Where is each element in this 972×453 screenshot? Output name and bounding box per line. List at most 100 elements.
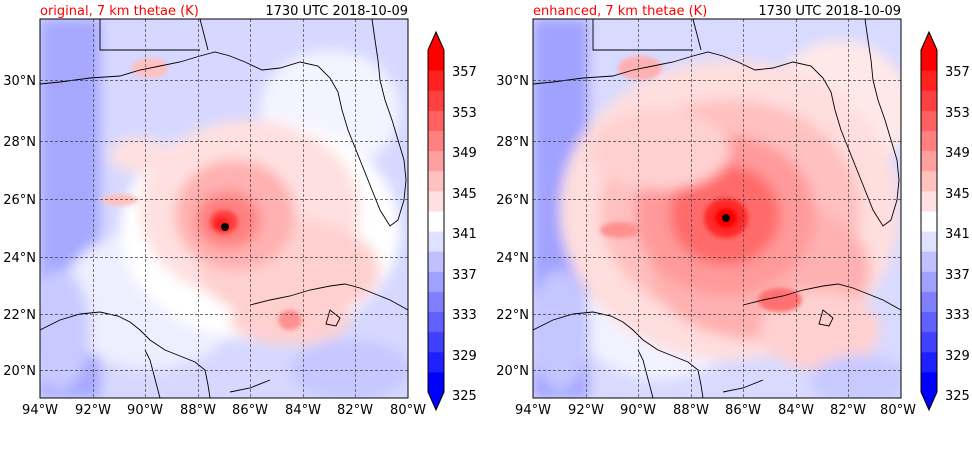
x-tick-label: 94°W xyxy=(515,403,551,418)
y-tick-label: 24°N xyxy=(3,251,36,266)
y-tick-label: 30°N xyxy=(496,74,529,89)
graticule xyxy=(533,19,901,398)
colorbar-swatch xyxy=(921,210,937,232)
coastlines xyxy=(40,19,408,398)
colorbar-swatch xyxy=(921,150,937,172)
colorbar-swatch xyxy=(921,70,937,91)
panel-time-label: 1730 UTC 2018-10-09 xyxy=(758,4,901,19)
colorbar-swatch xyxy=(428,311,444,333)
colorbar-swatch xyxy=(428,210,444,232)
colorbar-swatch xyxy=(921,231,937,252)
colorbar-swatch xyxy=(921,331,937,353)
y-tick-label: 20°N xyxy=(496,364,529,379)
y-tick-label: 26°N xyxy=(496,193,529,208)
colorbar-swatch xyxy=(428,251,444,272)
x-tick-label: 92°W xyxy=(75,403,111,418)
colorbar-extend-high xyxy=(428,32,444,50)
colorbar-tick-label: 333 xyxy=(452,308,477,323)
colorbar-swatch xyxy=(921,271,937,292)
colorbar-swatch xyxy=(428,170,444,192)
colorbar-tick-label: 345 xyxy=(452,187,477,202)
colorbar-swatch xyxy=(428,291,444,313)
x-tick-label: 80°W xyxy=(880,403,916,418)
x-tick-label: 86°W xyxy=(232,403,268,418)
colorbar-swatch xyxy=(428,110,444,131)
y-axis: 20°N 22°N 24°N 26°N 28°N 30°N xyxy=(496,74,529,379)
x-tick-label: 84°W xyxy=(285,403,321,418)
colorbar-swatch xyxy=(428,150,444,172)
panel-time-label: 1730 UTC 2018-10-09 xyxy=(265,4,408,19)
x-tick-label: 84°W xyxy=(778,403,814,418)
colorbar-swatch xyxy=(921,110,937,131)
x-tick-label: 94°W xyxy=(22,403,58,418)
colorbar-swatch xyxy=(428,50,444,71)
coastlines xyxy=(533,19,901,398)
storm-center-marker xyxy=(722,214,730,222)
colorbar-swatch xyxy=(428,371,444,393)
x-tick-label: 90°W xyxy=(620,403,656,418)
colorbar-swatch xyxy=(428,90,444,111)
y-tick-label: 22°N xyxy=(3,308,36,323)
colorbar-swatch xyxy=(428,351,444,373)
colorbar-swatch xyxy=(428,190,444,212)
colorbar-tick-label: 329 xyxy=(945,349,970,364)
colorbar-swatches xyxy=(428,32,444,410)
colorbar-tick-label: 353 xyxy=(945,106,970,121)
colorbar-outline xyxy=(920,30,938,412)
colorbar-tick-label: 325 xyxy=(945,389,970,404)
colorbar-tick-label: 341 xyxy=(452,227,477,242)
y-tick-label: 26°N xyxy=(3,193,36,208)
colorbar-swatch xyxy=(921,371,937,393)
x-tick-label: 80°W xyxy=(390,403,426,418)
y-tick-label: 24°N xyxy=(496,251,529,266)
panel-enhanced: enhanced, 7 km thetae (K) 1730 UTC 2018-… xyxy=(496,4,970,418)
y-tick-label: 28°N xyxy=(496,135,529,150)
colorbar-ticks: 325 329 333 337 341 345 349 353 357 xyxy=(452,65,477,404)
colorbar-swatch xyxy=(921,130,937,152)
colorbar-tick-label: 349 xyxy=(452,146,477,161)
colorbar-extend-low xyxy=(921,392,937,410)
x-axis: 94°W 92°W 90°W 88°W 86°W 84°W 82°W 80°W xyxy=(22,403,426,418)
colorbar-tick-label: 337 xyxy=(945,268,970,283)
x-tick-label: 82°W xyxy=(337,403,373,418)
panel-title: enhanced, 7 km thetae (K) xyxy=(533,4,707,19)
colorbar-tick-label: 325 xyxy=(452,389,477,404)
x-tick-label: 86°W xyxy=(725,403,761,418)
colorbar: 325 329 333 337 341 345 349 353 357 xyxy=(427,30,477,412)
colorbar-tick-label: 345 xyxy=(945,187,970,202)
colorbar-tick-label: 349 xyxy=(945,146,970,161)
y-axis: 20°N 22°N 24°N 26°N 28°N 30°N xyxy=(3,74,36,379)
y-tick-label: 22°N xyxy=(496,308,529,323)
x-tick-label: 88°W xyxy=(673,403,709,418)
colorbar-swatch xyxy=(921,311,937,333)
colorbar-tick-label: 337 xyxy=(452,268,477,283)
colorbar-swatch xyxy=(921,251,937,272)
x-tick-label: 90°W xyxy=(127,403,163,418)
x-tick-label: 82°W xyxy=(830,403,866,418)
panel-title: original, 7 km thetae (K) xyxy=(40,4,199,19)
panel-original: original, 7 km thetae (K) 1730 UTC 2018-… xyxy=(3,4,477,418)
y-tick-label: 20°N xyxy=(3,364,36,379)
colorbar-swatch xyxy=(428,231,444,252)
colorbar-swatches xyxy=(921,32,937,410)
colorbar-extend-low xyxy=(428,392,444,410)
colorbar-swatch xyxy=(921,50,937,71)
colorbar-swatch xyxy=(921,291,937,313)
colorbar-tick-label: 357 xyxy=(945,65,970,80)
thetae-field xyxy=(40,19,408,398)
colorbar-swatch xyxy=(428,331,444,353)
colorbar-swatch xyxy=(428,70,444,91)
colorbar-swatch xyxy=(921,170,937,192)
colorbar-tick-label: 353 xyxy=(452,106,477,121)
colorbar-tick-label: 341 xyxy=(945,227,970,242)
colorbar-swatch xyxy=(921,351,937,373)
y-tick-label: 28°N xyxy=(3,135,36,150)
colorbar-ticks: 325 329 333 337 341 345 349 353 357 xyxy=(945,65,970,404)
colorbar-extend-high xyxy=(921,32,937,50)
colorbar-swatch xyxy=(921,190,937,212)
y-tick-label: 30°N xyxy=(3,74,36,89)
x-tick-label: 92°W xyxy=(568,403,604,418)
map-frame xyxy=(39,18,409,399)
x-axis: 94°W 92°W 90°W 88°W 86°W 84°W 82°W 80°W xyxy=(515,403,916,418)
